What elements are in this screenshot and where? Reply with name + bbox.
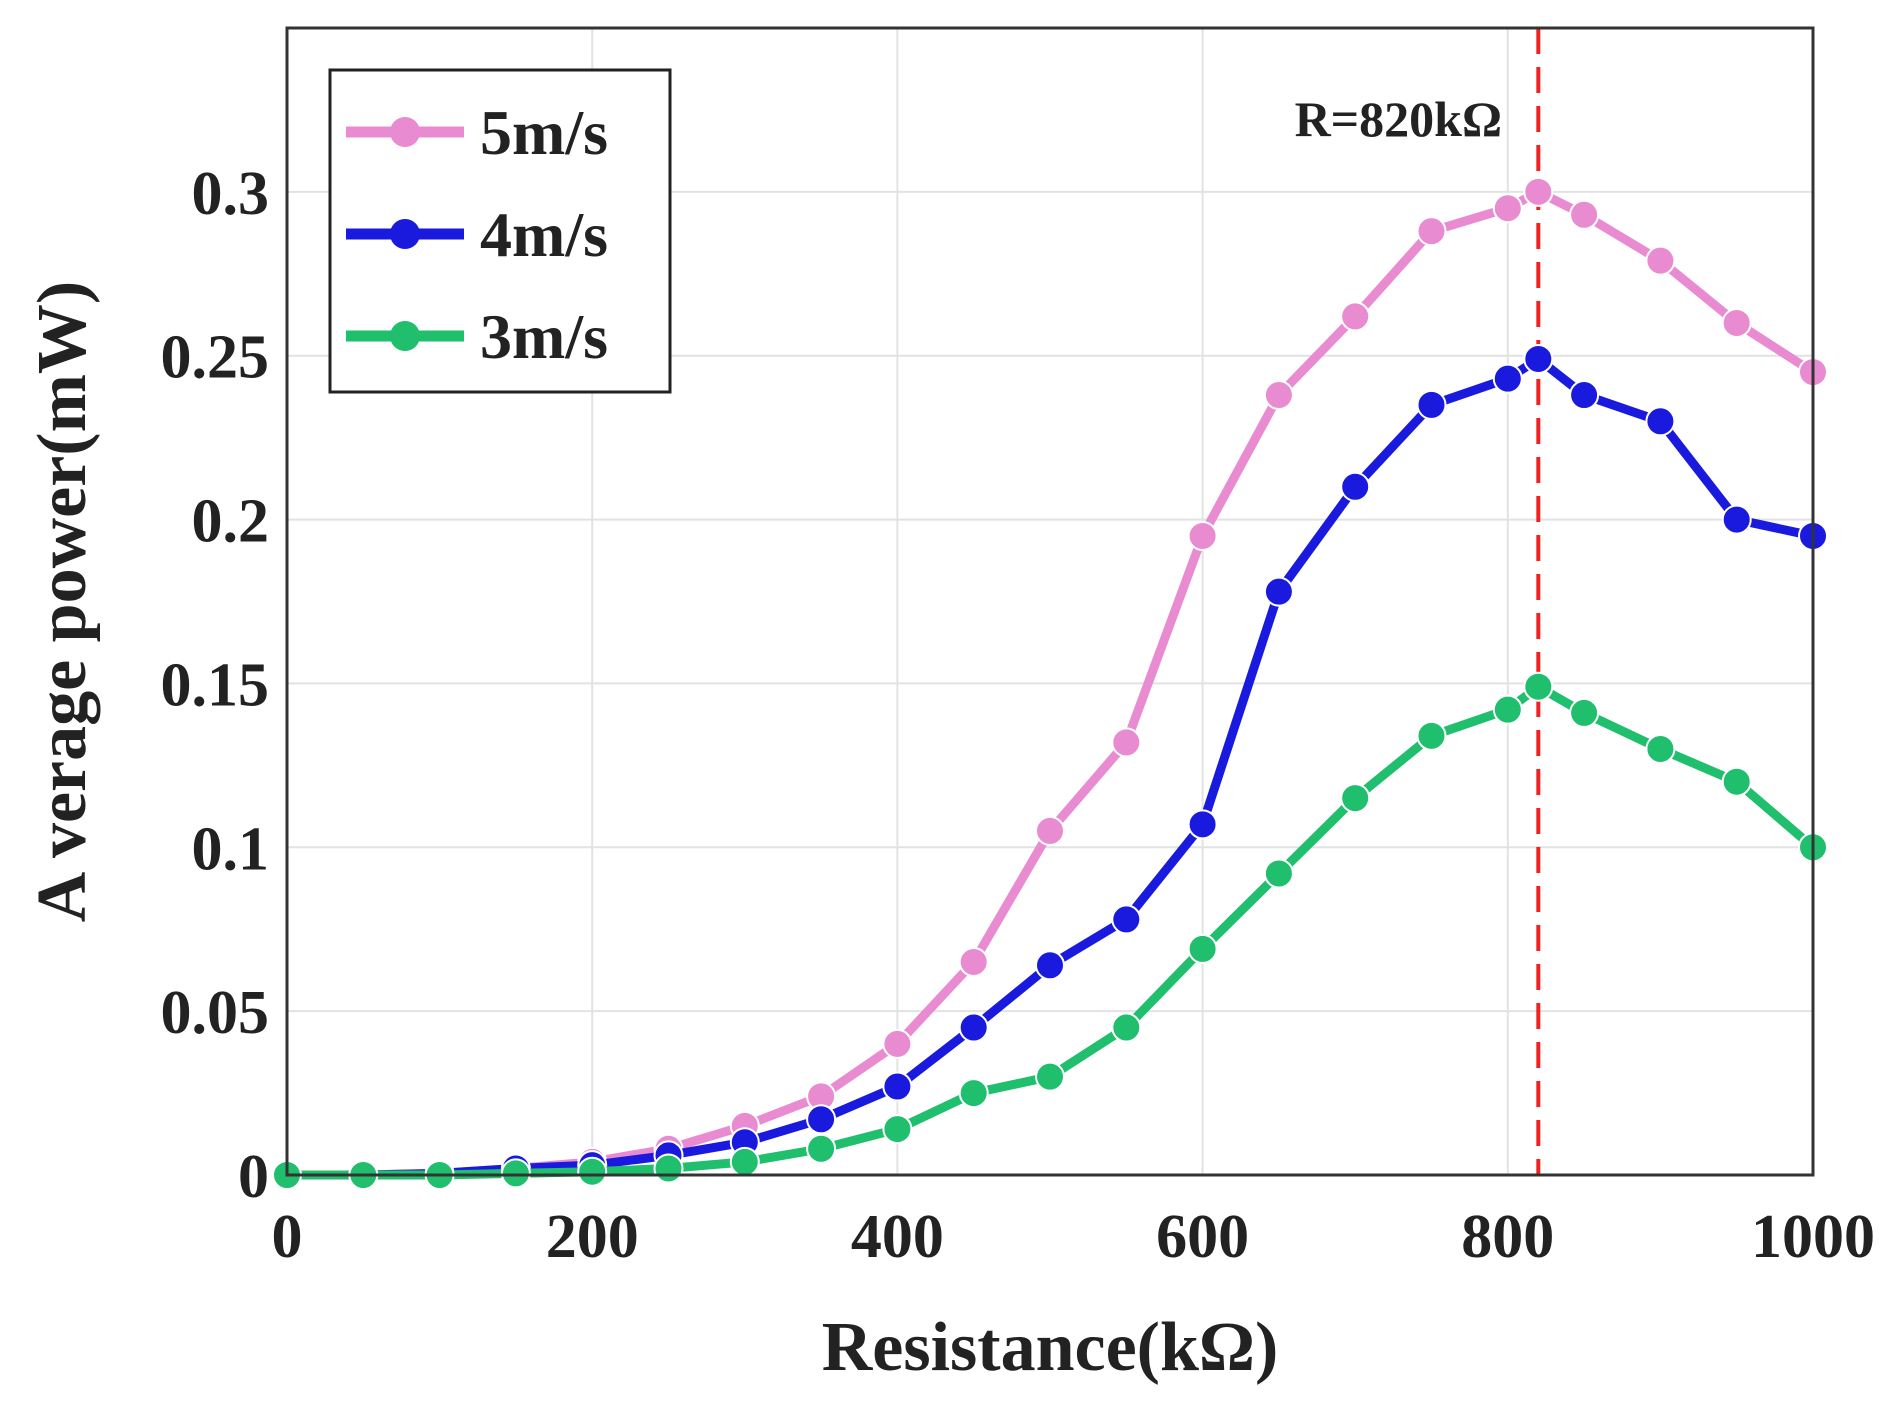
data-point [1035,1061,1065,1092]
series-3ms [272,671,1828,1190]
y-tick-label: 0.2 [192,488,270,556]
data-point [1340,301,1371,332]
legend-label: 3m/s [480,301,608,372]
x-tick-label: 200 [546,1203,639,1271]
y-tick-label: 0 [238,1143,269,1211]
data-point [1340,783,1371,814]
data-point [958,946,989,977]
y-tick-label: 0.25 [161,324,270,392]
data-point [1111,1012,1142,1043]
legend: 5m/s 4m/s 3m/s [328,68,672,394]
y-tick-label: 0.05 [161,979,270,1047]
series-4ms [272,343,1828,1190]
data-point [882,1028,913,1059]
data-point [882,1071,913,1102]
data-point [1263,576,1294,607]
x-tick-label: 800 [1461,1203,1554,1271]
legend-swatch-marker [390,219,420,249]
data-point [1569,380,1600,411]
data-point [1035,815,1065,846]
data-point [1523,671,1554,702]
data-point [1263,380,1294,411]
data-point [1111,727,1142,758]
data-point [653,1153,684,1184]
x-axis-label: Resistance(kΩ) [822,1309,1279,1386]
tick-labels: 0 200 400 600 800 1000 0 0.05 0.1 0.15 0.2 0.25 0.3 [161,160,1876,1271]
data-point [806,1133,837,1164]
legend-swatch-marker [390,117,420,147]
data-point [1416,216,1447,247]
data-point [577,1156,608,1187]
data-point [1523,176,1554,207]
data-point [1492,694,1523,725]
data-point [1721,504,1752,535]
data-point [1645,733,1676,764]
x-tick-label: 0 [272,1203,303,1271]
y-tick-label: 0.3 [192,160,270,228]
data-point [1492,193,1523,224]
data-point [1523,343,1554,374]
data-point [1645,245,1676,276]
series-line [287,354,1814,1180]
data-point [882,1114,913,1145]
legend-label: 5m/s [480,97,608,168]
data-point [1263,858,1294,889]
series-line [287,682,1816,1180]
data-point [1569,199,1600,230]
reference-line-label: R=820kΩ [1295,91,1502,147]
y-tick-label: 0.15 [161,651,270,719]
y-tick-label: 0.1 [192,815,270,883]
x-tick-label: 400 [851,1203,944,1271]
data-point [958,1078,989,1109]
data-point [958,1012,989,1043]
data-point [1187,520,1218,551]
data-point [500,1158,531,1189]
data-point [1340,471,1371,502]
data-point [806,1104,837,1135]
plot-frame [285,26,1815,1177]
data-point [1035,950,1065,981]
x-tick-label: 600 [1156,1203,1249,1271]
data-point [1187,809,1218,840]
legend-swatch-marker [390,321,420,351]
legend-label: 4m/s [480,199,608,270]
data-point [1492,363,1523,394]
data-point [1416,720,1447,751]
data-point [1416,389,1447,420]
data-point [1187,933,1218,964]
y-axis-label: A verage power(mW) [24,281,101,922]
data-point [729,1146,760,1177]
x-tick-label: 1000 [1751,1203,1875,1271]
data-point [1111,904,1142,935]
data-point [1721,307,1752,338]
data-point [1645,406,1676,437]
data-point [1721,766,1752,797]
data-point [1569,697,1600,728]
